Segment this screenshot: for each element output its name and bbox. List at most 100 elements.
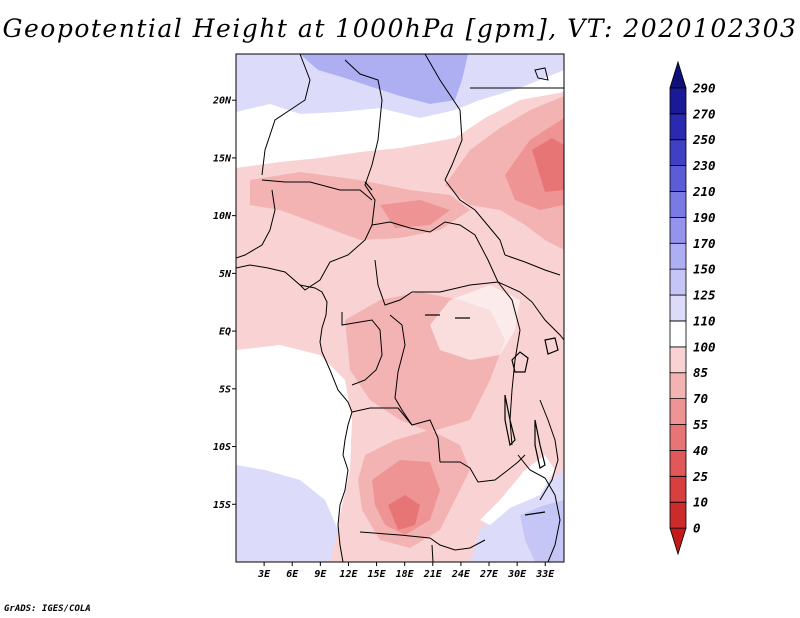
map-frame [235,53,565,563]
border-car-south [374,259,533,306]
y-tick-label: 5N [219,269,232,280]
border-ethiopia [504,254,561,276]
y-tick-label: 15N [213,153,232,164]
y-tick-label: 10S [213,442,231,453]
field-central-deep [380,200,450,228]
border-n-central [344,59,383,226]
border-nw [261,54,311,176]
colorbar-swatch [669,294,687,322]
field-ne-core [532,138,564,192]
colorbar-swatch [669,87,687,115]
x-tick-label: 18E [396,569,415,580]
border-namibia [359,531,486,551]
field-ne-pink [445,96,564,250]
colorbar-label: 40 [693,443,708,458]
field-north-violet [300,54,468,104]
border-zambia [440,454,526,483]
border-west [236,189,276,259]
border-mozambique [517,454,561,562]
colorbar-label: 210 [692,184,716,199]
border-sahel [261,179,373,201]
border-botswana [431,544,434,562]
field-se-violet [520,500,564,562]
colorbar-swatch [669,501,687,529]
field-se-white [480,455,555,525]
colorbar-swatch [669,346,687,374]
colorbar-swatch [669,320,687,348]
lake-east [544,337,559,355]
colorbar-label: 125 [693,288,716,303]
colorbar-label: 0 [693,521,701,536]
lake-malawi [534,419,546,469]
height-field [236,54,564,562]
x-tick-label: 6E [286,569,299,580]
colorbar-swatch [669,139,687,166]
colorbar-swatch [669,242,687,270]
colorbar-label: 170 [693,236,716,251]
colorbar-swatch [669,60,687,89]
colorbar-label: 25 [692,469,709,484]
x-tick-label: 30E [507,569,527,580]
colorbar-swatch [669,113,687,141]
border-gulf [299,224,373,291]
colorbar-swatch [669,372,687,400]
colorbar-label: 110 [693,313,716,328]
lake-tanganyika [504,394,516,447]
colorbar-swatch [669,475,687,503]
colorbar-label: 190 [693,210,716,225]
colorbar-swatch [669,424,687,451]
border-ne [424,54,463,181]
y-tick-label: 5S [219,384,231,395]
field-congo-light [430,285,520,360]
map-title: Geopotential Height at 1000hPa [gpm], VT… [2,14,798,43]
colorbar-label: 55 [693,417,709,432]
x-tick-label: 21E [423,569,443,580]
colorbar-swatch [669,398,687,425]
colorbar-swatch [669,216,687,244]
colorbar: 0 10 25 40 55 70 85 100 110 125 150 170 190 210 230 250… [669,60,716,556]
x-tick-label: 15E [368,569,387,580]
lake-chad [364,181,373,191]
sinai [534,67,549,81]
y-tick-label: EQ [219,327,231,338]
x-tick-label: 9E [314,569,327,580]
colorbar-swatch [669,450,687,477]
lake-kariba [524,511,546,516]
y-tick-label: 20N [212,96,232,107]
field-south-core [388,495,420,530]
y-tick-label: 10N [213,211,232,222]
colorbar-label: 100 [693,339,716,354]
colorbar-label: 270 [692,106,716,121]
x-tick-label: 24E [451,569,471,580]
colorbar-label: 290 [692,80,716,95]
border-car-north [371,221,499,283]
colorbar-label: 85 [693,365,709,380]
border-uganda [531,301,564,341]
field-atlantic-lavender [236,465,338,562]
x-axis: 3E 6E 9E 12E 15E 18E 21E 24E 27E 30E 33E [257,562,555,580]
x-tick-label: 33E [535,569,555,580]
colorbar-label: 230 [692,158,716,173]
border-congo [389,314,413,426]
x-tick-label: 12E [339,569,358,580]
grads-credit: GrADS: IGES/COLA [4,604,91,614]
colorbar-swatch [669,165,687,192]
colorbar-label: 10 [693,495,708,510]
border-sudan [444,179,506,256]
colorbar-swatch [669,527,687,556]
y-tick-label: 15S [213,500,231,511]
lake-victoria [511,351,529,373]
border-angola [351,407,441,463]
y-axis: 20N 15N 10N 5N EQ 5S 10S 15S [212,96,236,511]
x-tick-label: 3E [257,569,271,580]
border-tanzania [539,399,559,501]
colorbar-label: 150 [693,262,716,277]
colorbar-label: 70 [693,391,708,406]
lakes [364,181,559,516]
colorbar-swatch [669,268,687,296]
border-gabon [341,312,383,386]
x-tick-label: 27E [479,569,499,580]
colorbar-swatch [669,191,687,218]
colorbar-label: 250 [692,132,716,147]
